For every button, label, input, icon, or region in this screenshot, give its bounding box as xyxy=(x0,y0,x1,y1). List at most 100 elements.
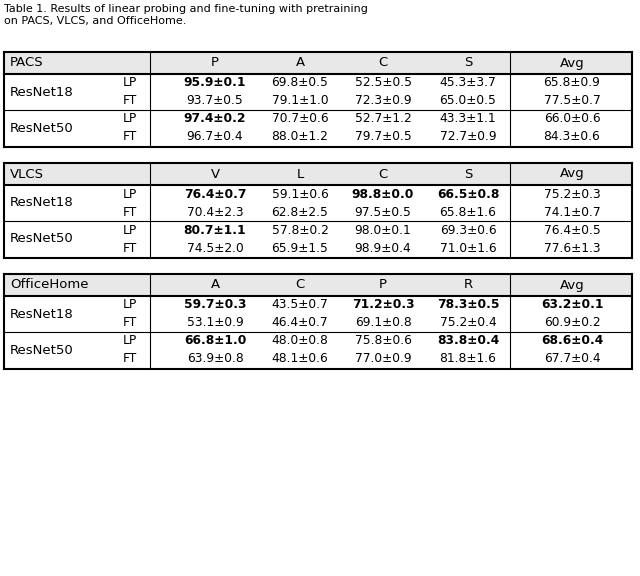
Text: L: L xyxy=(296,168,303,180)
Text: C: C xyxy=(296,279,305,291)
Text: 75.2±0.3: 75.2±0.3 xyxy=(543,188,600,200)
Text: Avg: Avg xyxy=(559,168,584,180)
Bar xyxy=(4,52,632,74)
Text: FT: FT xyxy=(123,353,137,366)
Text: 88.0±1.2: 88.0±1.2 xyxy=(271,131,328,143)
Text: A: A xyxy=(211,279,220,291)
Text: ResNet18: ResNet18 xyxy=(10,196,74,210)
Text: 66.0±0.6: 66.0±0.6 xyxy=(544,112,600,126)
Text: 71.2±0.3: 71.2±0.3 xyxy=(352,298,414,312)
Text: 72.3±0.9: 72.3±0.9 xyxy=(355,94,412,108)
Text: 98.8±0.0: 98.8±0.0 xyxy=(352,188,414,200)
Text: R: R xyxy=(463,279,472,291)
Text: FT: FT xyxy=(123,206,137,218)
Text: 59.7±0.3: 59.7±0.3 xyxy=(184,298,246,312)
Text: 48.1±0.6: 48.1±0.6 xyxy=(271,353,328,366)
Text: S: S xyxy=(464,56,472,70)
Text: Avg: Avg xyxy=(559,56,584,70)
Text: 70.7±0.6: 70.7±0.6 xyxy=(272,112,328,126)
Text: 79.7±0.5: 79.7±0.5 xyxy=(355,131,412,143)
Text: 43.3±1.1: 43.3±1.1 xyxy=(440,112,496,126)
Text: C: C xyxy=(378,56,388,70)
Text: 97.5±0.5: 97.5±0.5 xyxy=(355,206,412,218)
Text: on PACS, VLCS, and OfficeHome.: on PACS, VLCS, and OfficeHome. xyxy=(4,16,186,26)
Text: LP: LP xyxy=(123,112,137,126)
Text: VLCS: VLCS xyxy=(10,168,44,180)
Text: 69.8±0.5: 69.8±0.5 xyxy=(271,77,328,89)
Text: P: P xyxy=(379,279,387,291)
Text: 98.0±0.1: 98.0±0.1 xyxy=(355,223,412,237)
Text: 63.2±0.1: 63.2±0.1 xyxy=(541,298,604,312)
Text: 75.8±0.6: 75.8±0.6 xyxy=(355,335,412,347)
Text: Avg: Avg xyxy=(559,279,584,291)
Text: 60.9±0.2: 60.9±0.2 xyxy=(544,316,600,329)
Text: 63.9±0.8: 63.9±0.8 xyxy=(187,353,243,366)
Text: 76.4±0.7: 76.4±0.7 xyxy=(184,188,246,200)
Text: 84.3±0.6: 84.3±0.6 xyxy=(543,131,600,143)
Text: LP: LP xyxy=(123,223,137,237)
Text: 65.9±1.5: 65.9±1.5 xyxy=(271,241,328,255)
Text: 68.6±0.4: 68.6±0.4 xyxy=(541,335,603,347)
Text: 65.8±0.9: 65.8±0.9 xyxy=(543,77,600,89)
Text: 72.7±0.9: 72.7±0.9 xyxy=(440,131,496,143)
Text: 93.7±0.5: 93.7±0.5 xyxy=(187,94,243,108)
Text: 74.1±0.7: 74.1±0.7 xyxy=(544,206,600,218)
Text: 45.3±3.7: 45.3±3.7 xyxy=(440,77,497,89)
Text: FT: FT xyxy=(123,131,137,143)
Text: S: S xyxy=(464,168,472,180)
Text: 48.0±0.8: 48.0±0.8 xyxy=(271,335,328,347)
Text: 95.9±0.1: 95.9±0.1 xyxy=(184,77,246,89)
Text: 46.4±0.7: 46.4±0.7 xyxy=(272,316,328,329)
Text: 71.0±1.6: 71.0±1.6 xyxy=(440,241,496,255)
Text: LP: LP xyxy=(123,77,137,89)
Text: Table 1. Results of linear probing and fine-tuning with pretraining: Table 1. Results of linear probing and f… xyxy=(4,4,368,14)
Text: ResNet50: ResNet50 xyxy=(10,343,74,357)
Text: 76.4±0.5: 76.4±0.5 xyxy=(543,223,600,237)
Text: 67.7±0.4: 67.7±0.4 xyxy=(544,353,600,366)
Text: ResNet50: ResNet50 xyxy=(10,122,74,135)
Text: 77.0±0.9: 77.0±0.9 xyxy=(355,353,412,366)
Text: 66.8±1.0: 66.8±1.0 xyxy=(184,335,246,347)
Text: 83.8±0.4: 83.8±0.4 xyxy=(437,335,499,347)
Bar xyxy=(4,163,632,185)
Text: 79.1±1.0: 79.1±1.0 xyxy=(272,94,328,108)
Text: 65.8±1.6: 65.8±1.6 xyxy=(440,206,497,218)
Text: 74.5±2.0: 74.5±2.0 xyxy=(187,241,243,255)
Text: 66.5±0.8: 66.5±0.8 xyxy=(437,188,499,200)
Text: 75.2±0.4: 75.2±0.4 xyxy=(440,316,497,329)
Text: V: V xyxy=(211,168,220,180)
Text: LP: LP xyxy=(123,298,137,312)
Text: PACS: PACS xyxy=(10,56,44,70)
Text: 43.5±0.7: 43.5±0.7 xyxy=(271,298,328,312)
Text: 81.8±1.6: 81.8±1.6 xyxy=(440,353,497,366)
Text: C: C xyxy=(378,168,388,180)
Text: A: A xyxy=(296,56,305,70)
Text: 77.6±1.3: 77.6±1.3 xyxy=(544,241,600,255)
Text: 59.1±0.6: 59.1±0.6 xyxy=(271,188,328,200)
Text: 62.8±2.5: 62.8±2.5 xyxy=(271,206,328,218)
Text: ResNet18: ResNet18 xyxy=(10,308,74,320)
Text: LP: LP xyxy=(123,335,137,347)
Text: 52.5±0.5: 52.5±0.5 xyxy=(355,77,412,89)
Text: 57.8±0.2: 57.8±0.2 xyxy=(271,223,328,237)
Text: 53.1±0.9: 53.1±0.9 xyxy=(187,316,243,329)
Text: FT: FT xyxy=(123,94,137,108)
Text: 97.4±0.2: 97.4±0.2 xyxy=(184,112,246,126)
Text: 96.7±0.4: 96.7±0.4 xyxy=(187,131,243,143)
Text: 78.3±0.5: 78.3±0.5 xyxy=(436,298,499,312)
Text: OfficeHome: OfficeHome xyxy=(10,279,88,291)
Text: FT: FT xyxy=(123,241,137,255)
Text: 98.9±0.4: 98.9±0.4 xyxy=(355,241,412,255)
Text: ResNet50: ResNet50 xyxy=(10,233,74,245)
Bar xyxy=(4,274,632,296)
Text: 65.0±0.5: 65.0±0.5 xyxy=(440,94,497,108)
Text: 69.3±0.6: 69.3±0.6 xyxy=(440,223,496,237)
Text: ResNet18: ResNet18 xyxy=(10,85,74,98)
Text: 70.4±2.3: 70.4±2.3 xyxy=(187,206,243,218)
Text: 52.7±1.2: 52.7±1.2 xyxy=(355,112,412,126)
Text: 69.1±0.8: 69.1±0.8 xyxy=(355,316,412,329)
Text: 77.5±0.7: 77.5±0.7 xyxy=(543,94,600,108)
Text: 80.7±1.1: 80.7±1.1 xyxy=(184,223,246,237)
Text: FT: FT xyxy=(123,316,137,329)
Text: LP: LP xyxy=(123,188,137,200)
